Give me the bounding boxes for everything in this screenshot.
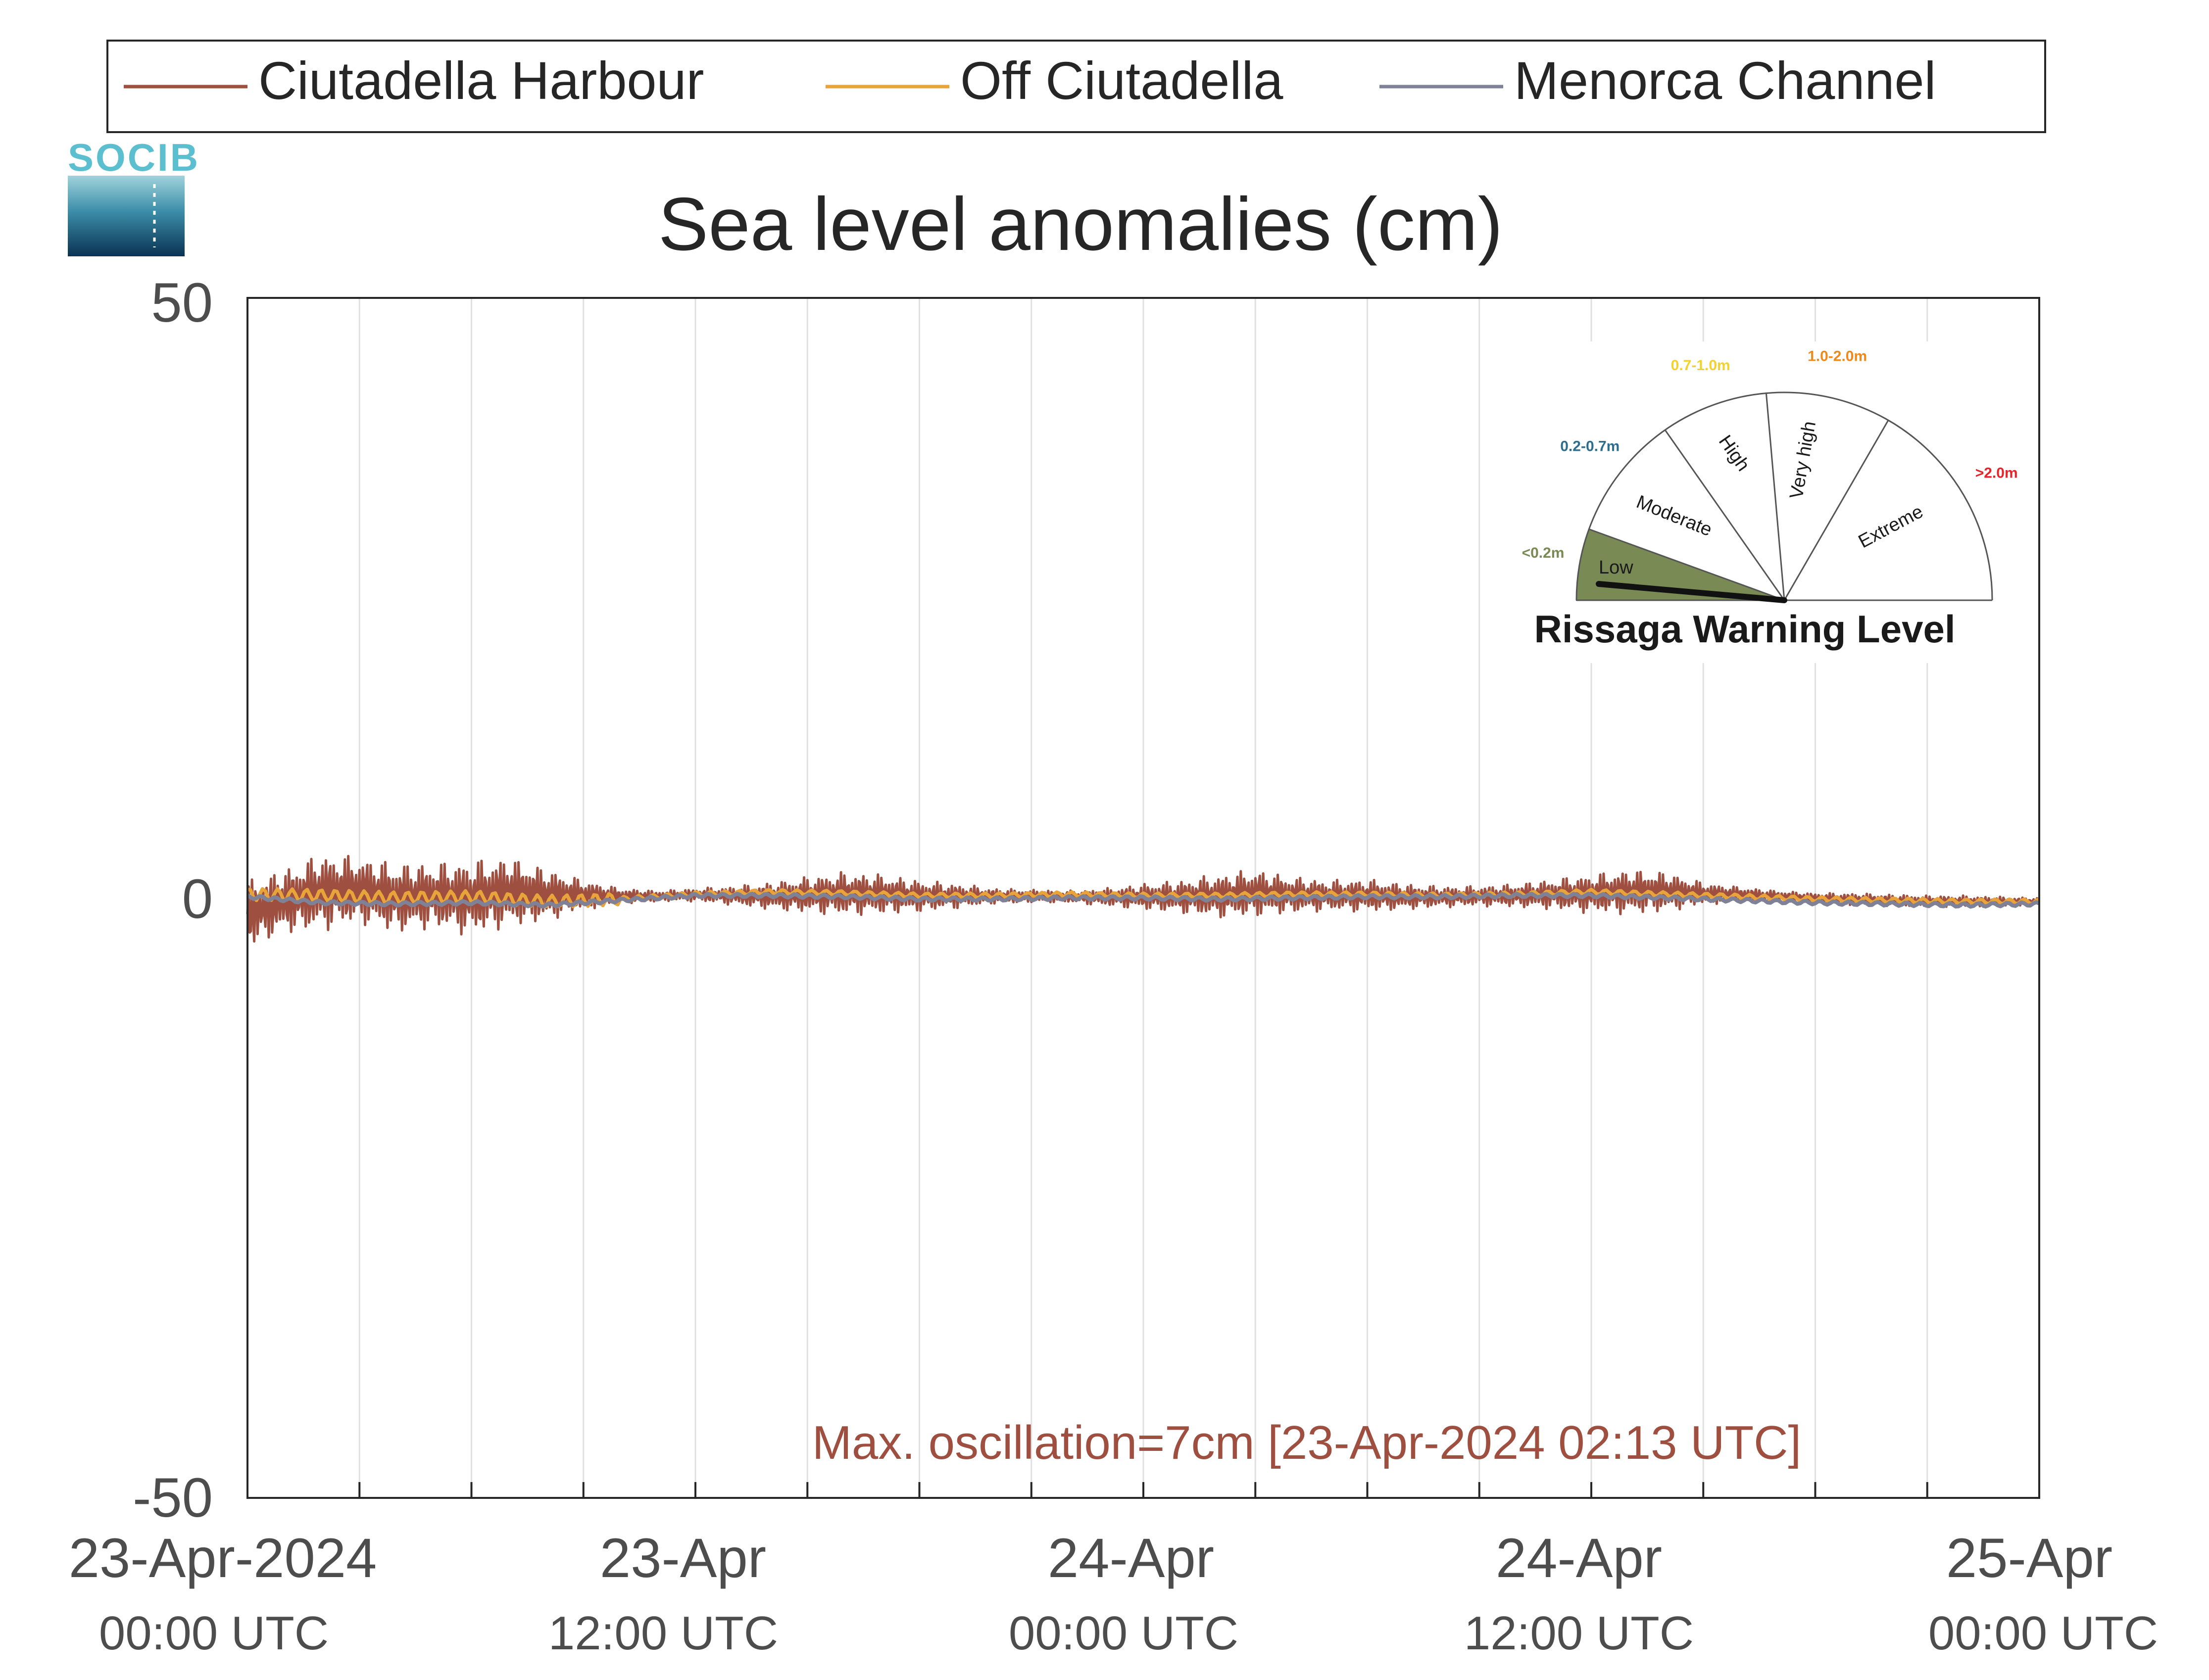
gauge-range-label: 0.7-1.0m (1671, 357, 1730, 374)
y-tick-label: 50 (151, 272, 213, 334)
x-tick-label-time: 00:00 UTC (99, 1607, 329, 1660)
x-tick-label-date: 24-Apr (1496, 1527, 1662, 1589)
gauge-divider (1765, 393, 1785, 601)
x-tick-label-date: 24-Apr (1048, 1527, 1214, 1589)
y-tick-label: -50 (133, 1467, 213, 1529)
x-tick-label-time: 00:00 UTC (1009, 1607, 1238, 1660)
logo-text: SOCIB (68, 136, 200, 179)
gauge-divider (1588, 528, 1785, 601)
gauge-range-label: 1.0-2.0m (1808, 348, 1867, 365)
x-tick-label-date: 23-Apr (600, 1527, 766, 1589)
gauge-title: Rissaga Warning Level (1534, 607, 1955, 651)
x-tick-marks (246, 1482, 2040, 1498)
gauge-dividers (1576, 393, 1992, 601)
x-tick-label-date: 23-Apr-2024 (69, 1527, 377, 1589)
legend-label-off: Off Ciutadella (960, 50, 1283, 110)
x-tick-label-date: 25-Apr (1946, 1527, 2112, 1589)
x-tick-label-time: 12:00 UTC (548, 1607, 778, 1660)
max-oscillation-annotation: Max. oscillation=7cm [23-Apr-2024 02:13 … (812, 1416, 1801, 1469)
gauge-ranges: <0.2m 0.2-0.7m 0.7-1.0m 1.0-2.0m >2.0m (1522, 348, 2018, 561)
gauge-background (1500, 341, 2024, 663)
gauge-needle (1596, 581, 1787, 603)
series-layer (246, 855, 2041, 943)
legend-label-channel: Menorca Channel (1514, 50, 1936, 110)
x-tick-label-time: 12:00 UTC (1464, 1607, 1694, 1660)
socib-logo: SOCIB (68, 136, 200, 256)
gauge-divider (1664, 430, 1785, 601)
gauge-range-label: <0.2m (1522, 545, 1565, 561)
gauge-outline (1575, 391, 1993, 601)
series-line-menorca-channel (246, 892, 2040, 909)
chart-title: Sea level anomalies (cm) (658, 182, 1503, 266)
gauge-range-label: 0.2-0.7m (1560, 438, 1620, 455)
legend: Ciutadella Harbour Off Ciutadella Menorc… (106, 40, 2046, 133)
logo-wave-block (68, 176, 185, 256)
gauge-divider (1783, 420, 1889, 601)
legend-label-harbour: Ciutadella Harbour (258, 50, 704, 110)
legend-box (106, 40, 2046, 133)
gauge-range-label: >2.0m (1975, 465, 2018, 481)
gauge-sector-label: Low (1599, 557, 1633, 578)
y-tick-label: 0 (182, 868, 213, 930)
x-tick-label-time: 00:00 UTC (1928, 1607, 2158, 1660)
